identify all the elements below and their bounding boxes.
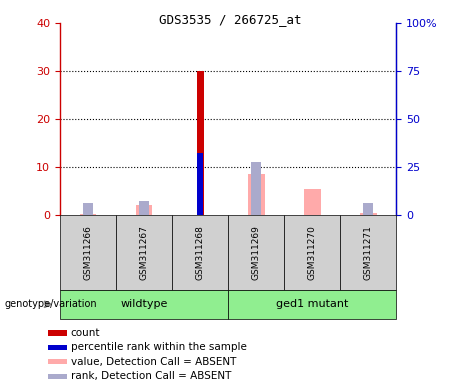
Text: GSM311266: GSM311266 (83, 225, 93, 280)
Bar (60, 215, 116, 290)
Bar (48, 374, 67, 379)
Bar (48, 330, 67, 336)
Bar (228, 290, 396, 319)
Text: count: count (71, 328, 100, 338)
Bar (197, 152, 203, 215)
Bar (304, 189, 321, 215)
Bar (251, 162, 261, 215)
Text: rank, Detection Call = ABSENT: rank, Detection Call = ABSENT (71, 371, 231, 381)
Bar (363, 203, 373, 215)
Bar (116, 215, 172, 290)
Bar (139, 200, 149, 215)
Text: GSM311268: GSM311268 (195, 225, 205, 280)
Bar (80, 214, 96, 215)
Bar (360, 213, 377, 215)
Text: value, Detection Call = ABSENT: value, Detection Call = ABSENT (71, 357, 236, 367)
Bar (48, 359, 67, 364)
Bar (83, 203, 93, 215)
Bar (196, 71, 204, 215)
Text: GSM311271: GSM311271 (364, 225, 373, 280)
Bar (48, 345, 67, 350)
Text: genotype/variation: genotype/variation (5, 299, 97, 310)
Text: ged1 mutant: ged1 mutant (276, 299, 349, 310)
Text: GSM311270: GSM311270 (308, 225, 317, 280)
Bar (340, 215, 396, 290)
Text: GSM311269: GSM311269 (252, 225, 261, 280)
Text: percentile rank within the sample: percentile rank within the sample (71, 342, 247, 353)
Bar (248, 174, 265, 215)
Bar (228, 215, 284, 290)
Text: wildtype: wildtype (120, 299, 168, 310)
Bar (60, 290, 228, 319)
Bar (284, 215, 340, 290)
Text: GSM311267: GSM311267 (140, 225, 148, 280)
Bar (136, 205, 153, 215)
Text: GDS3535 / 266725_at: GDS3535 / 266725_at (159, 13, 302, 26)
Bar (172, 215, 228, 290)
